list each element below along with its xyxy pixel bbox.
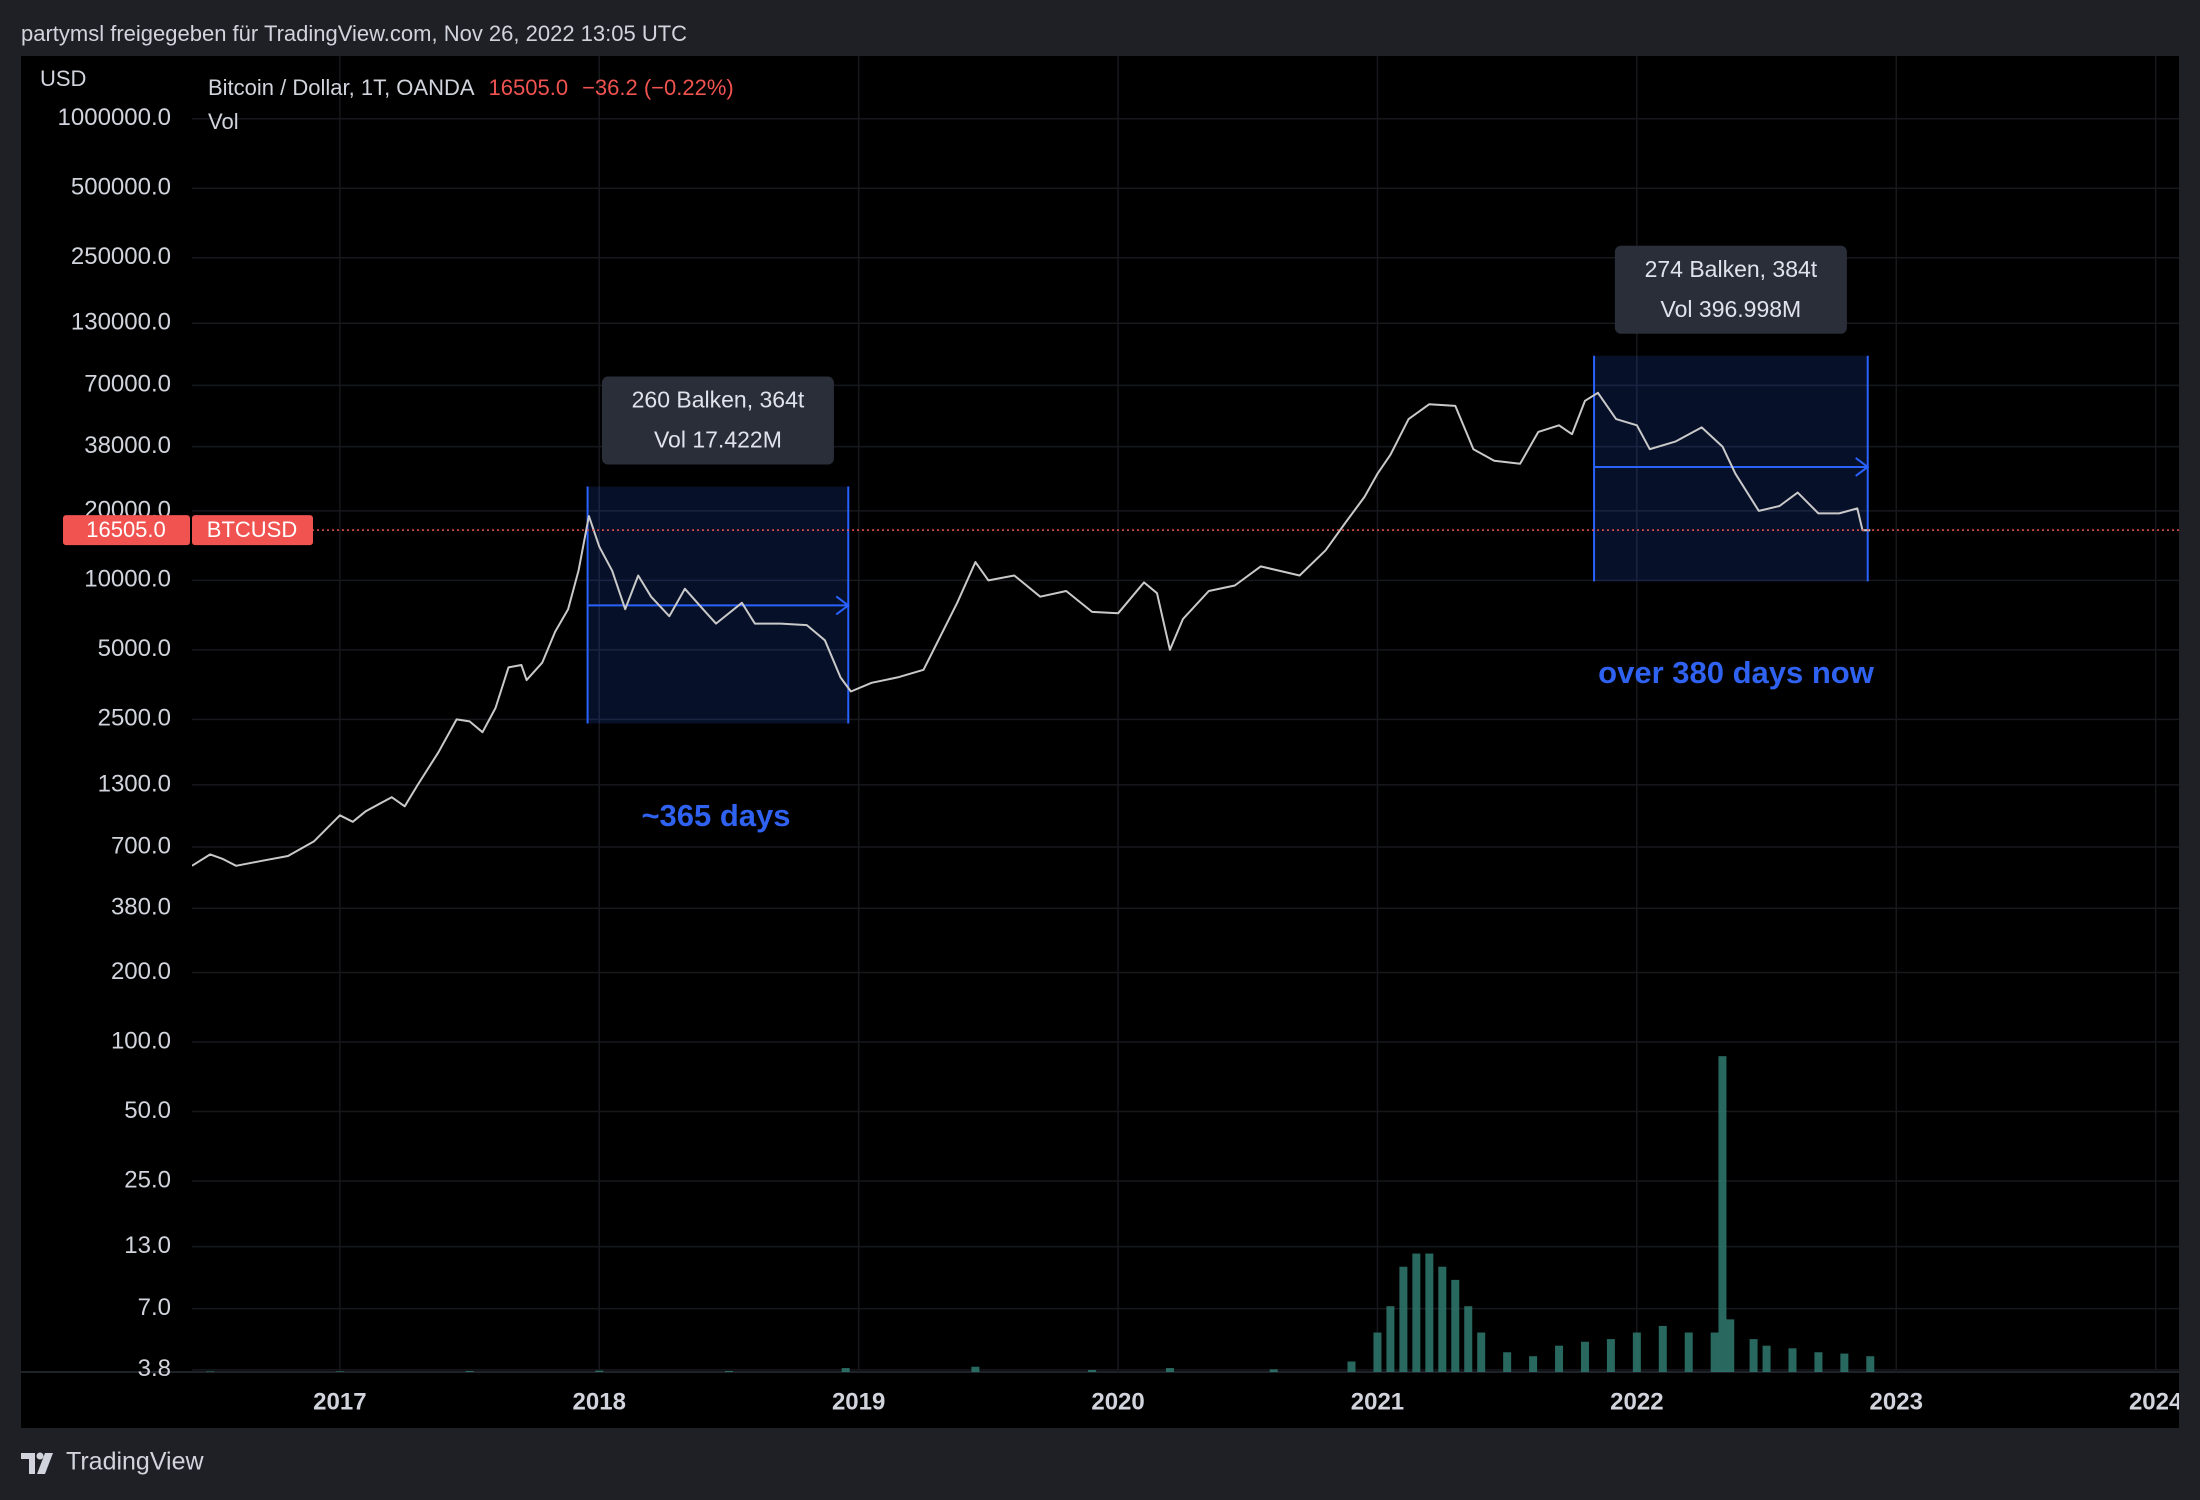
price-label: 16505.0 — [86, 517, 166, 542]
volume-bar — [1477, 1332, 1486, 1372]
volume-bar — [1718, 1056, 1727, 1372]
y-tick-label: 250000.0 — [71, 243, 171, 270]
chart-panel — [21, 56, 2179, 1428]
brand-logo — [21, 1452, 53, 1474]
legend-price: 16505.0 — [489, 75, 569, 100]
x-tick-label: 2020 — [1091, 1388, 1144, 1415]
y-tick-label: 100.0 — [111, 1027, 171, 1054]
volume-bar — [465, 1370, 474, 1372]
volume-bar — [335, 1371, 344, 1372]
volume-bar — [1866, 1356, 1875, 1372]
volume-bar — [1438, 1266, 1447, 1372]
symbol-label: BTCUSD — [207, 517, 297, 542]
legend-change: −36.2 (−0.22%) — [582, 75, 734, 100]
y-tick-label: 5000.0 — [98, 635, 171, 662]
volume-bar — [1412, 1253, 1421, 1372]
x-tick-label: 2018 — [573, 1388, 626, 1415]
annotation: over 380 days now — [1598, 655, 1875, 690]
y-tick-label: 2500.0 — [98, 705, 171, 732]
date-ranges — [586, 355, 1870, 724]
volume-bar — [1529, 1356, 1538, 1372]
price-line — [192, 391, 1871, 867]
volume-bar — [1399, 1266, 1408, 1372]
currency-label: USD — [40, 66, 86, 91]
volume-bar — [1464, 1306, 1473, 1372]
x-tick-label: 2022 — [1610, 1388, 1663, 1415]
volume-bar — [971, 1366, 980, 1372]
arrow-head — [1855, 457, 1870, 477]
volume-bar — [1749, 1339, 1758, 1372]
range-box — [1594, 355, 1868, 582]
brand-name: TradingView — [66, 1448, 205, 1476]
volume-bar — [1347, 1361, 1356, 1372]
x-tick-label: 2019 — [832, 1388, 885, 1415]
y-tick-label: 1000000.0 — [58, 104, 171, 131]
y-tick-label: 200.0 — [111, 958, 171, 985]
volume-bar — [1425, 1253, 1434, 1372]
y-tick-label: 50.0 — [124, 1097, 171, 1124]
tooltip-volume: Vol 396.998M — [1661, 296, 1802, 322]
volume-bar — [1684, 1332, 1693, 1372]
volume-bar — [1373, 1332, 1382, 1372]
volume-bar — [206, 1371, 215, 1372]
annotation: ~365 days — [641, 798, 790, 833]
y-tick-label: 130000.0 — [71, 309, 171, 336]
volume-bar — [1269, 1369, 1278, 1372]
volume-bar — [1606, 1339, 1615, 1372]
volume-bar — [841, 1368, 850, 1372]
volume-bar — [1710, 1332, 1719, 1372]
y-tick-label: 700.0 — [111, 832, 171, 859]
tooltip-bars: 260 Balken, 364t — [632, 387, 805, 413]
volume-bar — [1788, 1348, 1797, 1372]
arrow-head — [835, 595, 850, 616]
volume-bar — [1580, 1341, 1589, 1372]
volume-bar — [1503, 1352, 1512, 1372]
volume-bar — [595, 1370, 604, 1372]
x-tick-label: 2024 — [2129, 1388, 2183, 1415]
y-tick-label: 13.0 — [124, 1232, 171, 1259]
volume-bar — [1840, 1353, 1849, 1372]
range-tooltip — [601, 376, 834, 465]
volume-bar — [1658, 1325, 1667, 1372]
volume-bar — [1165, 1368, 1174, 1372]
y-tick-label: 380.0 — [111, 894, 171, 921]
volume-bar — [724, 1370, 733, 1372]
price-label-box — [63, 515, 190, 546]
y-tick-label: 25.0 — [124, 1166, 171, 1193]
volume-bar — [1555, 1345, 1564, 1372]
y-tick-label: 500000.0 — [71, 174, 171, 201]
y-tick-label: 10000.0 — [84, 566, 171, 593]
x-tick-label: 2023 — [1870, 1388, 1923, 1415]
volume-bar — [1762, 1345, 1771, 1372]
volume-bar — [1632, 1332, 1641, 1372]
y-tick-label: 70000.0 — [84, 371, 171, 398]
range-tooltip — [1614, 245, 1847, 334]
y-tick-label: 3.8 — [138, 1355, 171, 1382]
grid — [192, 56, 2179, 1372]
volume-bar — [1386, 1306, 1395, 1372]
tooltip-volume: Vol 17.422M — [654, 427, 782, 453]
y-tick-label: 38000.0 — [84, 432, 171, 459]
volume — [206, 1056, 1875, 1372]
tooltip-bars: 274 Balken, 384t — [1645, 256, 1818, 282]
volume-bar — [1451, 1279, 1460, 1372]
overlays: 260 Balken, 364t Vol 17.422M 274 Balken, 3… — [63, 245, 2179, 833]
x-tick-label: 2017 — [313, 1388, 366, 1415]
symbol-label-box — [192, 515, 313, 546]
legend-volume: Vol — [208, 109, 239, 134]
y-tick-label: 1300.0 — [98, 770, 171, 797]
volume-bar — [1726, 1319, 1735, 1372]
y-tick-label: 7.0 — [138, 1294, 171, 1321]
x-tick-label: 2021 — [1351, 1388, 1404, 1415]
price — [192, 391, 1871, 867]
axes: 1000000.0 500000.0 250000.0 130000.0 70000.0… — [58, 104, 2183, 1415]
legend-symbol: Bitcoin / Dollar, 1T, OANDA — [208, 75, 475, 100]
volume-bar — [1088, 1370, 1097, 1372]
volume-bar — [1814, 1352, 1823, 1372]
share-title: partymsl freigegeben für TradingView.com… — [21, 21, 687, 46]
